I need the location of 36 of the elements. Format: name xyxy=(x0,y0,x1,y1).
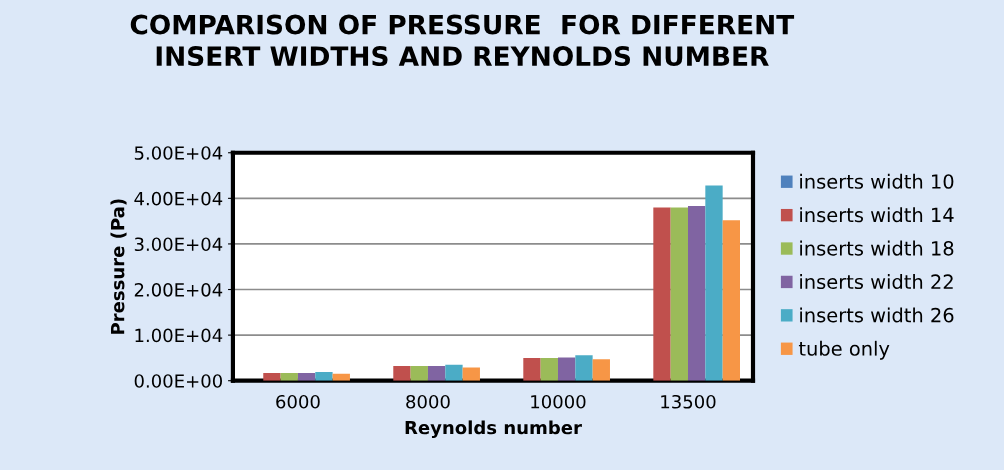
x-tick-label: 8000 xyxy=(406,394,450,409)
y-tick-label: 5.00E+04 xyxy=(134,146,223,160)
bar xyxy=(315,372,333,381)
y-tick-label: 3.00E+04 xyxy=(134,237,223,252)
bar xyxy=(653,207,671,381)
legend-label: inserts width 22 xyxy=(800,274,953,290)
bar xyxy=(592,359,610,381)
bar xyxy=(263,372,281,381)
y-tick-label: 2.00E+04 xyxy=(134,282,223,297)
bar xyxy=(575,355,593,381)
bar xyxy=(670,207,688,381)
x-tick-label: 13500 xyxy=(661,394,716,409)
bar xyxy=(687,206,706,381)
bar xyxy=(557,357,576,381)
y-tick-label: 0.00E+00 xyxy=(134,374,222,388)
bar xyxy=(705,185,723,381)
bar xyxy=(722,220,740,381)
legend-label: inserts width 14 xyxy=(800,207,954,223)
legend-label: inserts width 10 xyxy=(800,173,954,189)
bar xyxy=(445,364,463,381)
chart-title: COMPARISON OF PRESSURE FOR DIFFERENT INSERT WIDTHS AND REYNOLDS NUMBER xyxy=(130,14,795,67)
legend-label: inserts width 18 xyxy=(800,240,954,256)
y-tick-label: 4.00E+04 xyxy=(134,191,223,206)
x-tick-label: 6000 xyxy=(276,394,320,409)
x-tick-label: 10000 xyxy=(531,394,586,409)
legend-label: tube only xyxy=(798,340,890,360)
y-tick-label: 1.00E+04 xyxy=(135,328,223,343)
bar xyxy=(540,357,558,381)
bar xyxy=(523,357,541,381)
y-axis-title: Pressure (Pa) xyxy=(110,199,127,334)
x-axis-title: Reynolds number xyxy=(405,420,582,439)
bar xyxy=(393,366,411,381)
bar xyxy=(462,367,480,381)
legend-label: inserts width 26 xyxy=(800,307,954,323)
bar xyxy=(427,366,446,381)
bar xyxy=(410,366,428,381)
